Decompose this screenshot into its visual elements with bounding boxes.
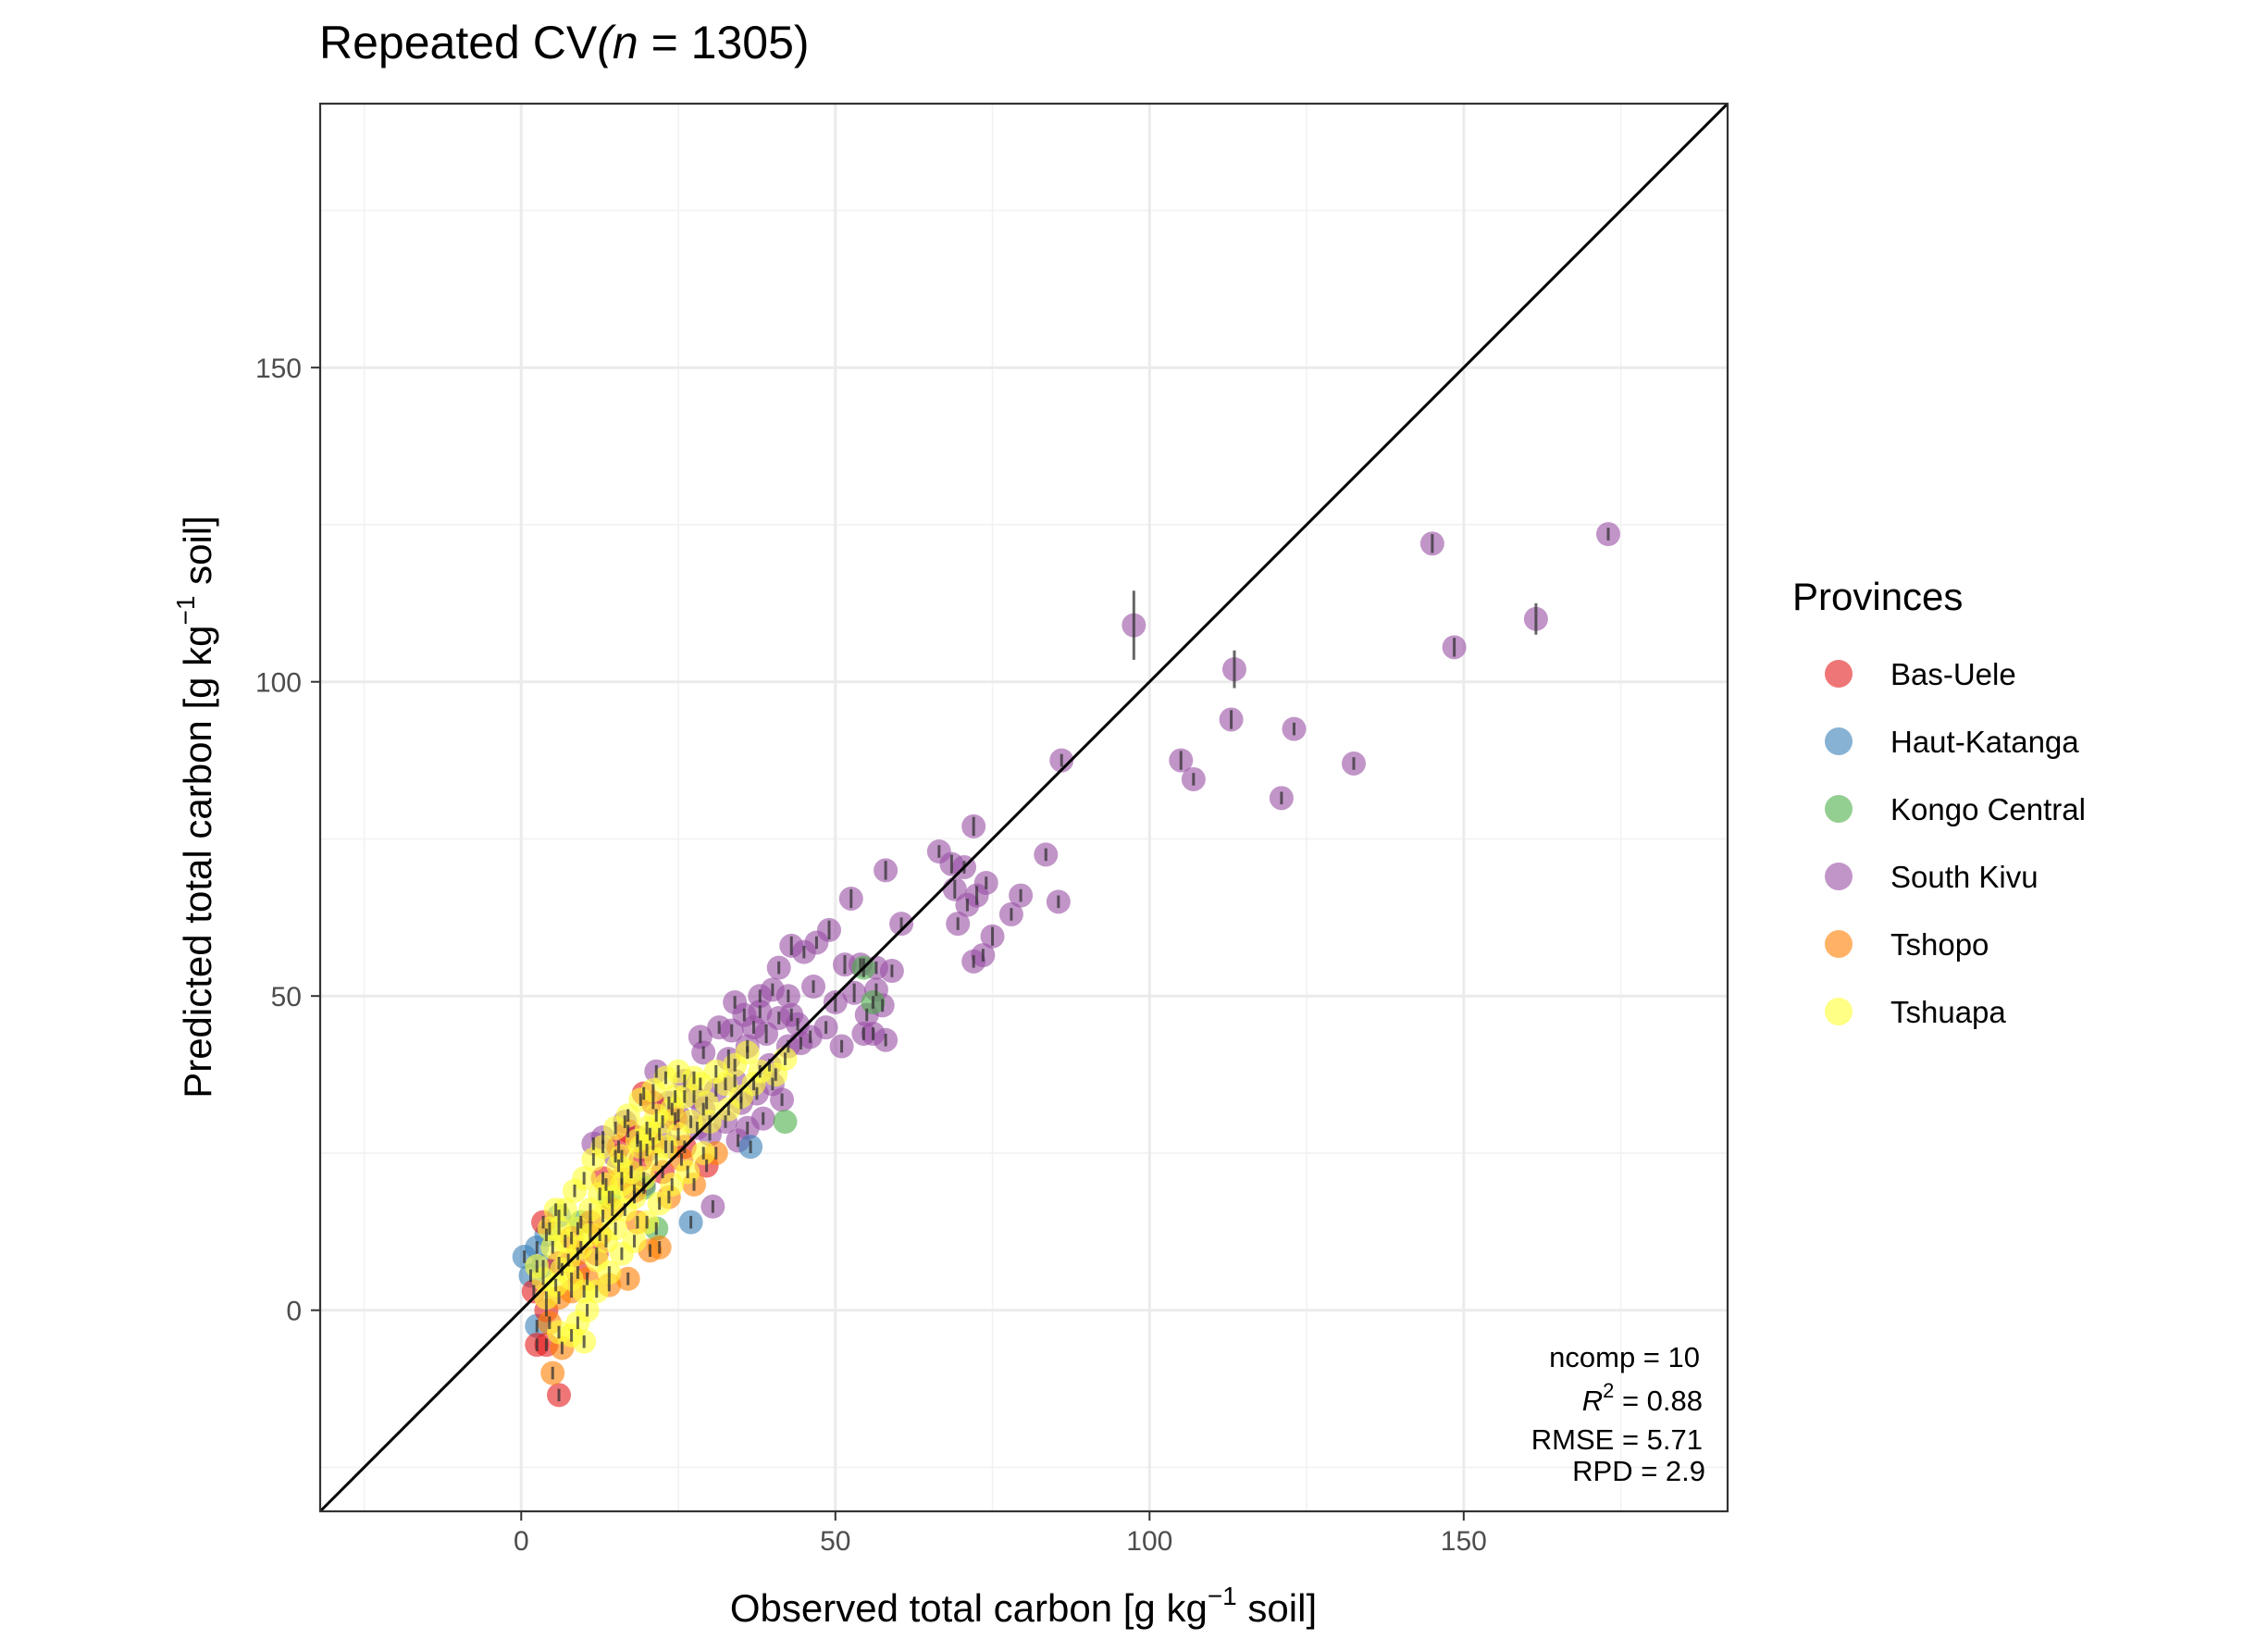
y-axis: 0 50 100 150 bbox=[255, 354, 320, 1327]
legend-label-bas-uele: Bas-Uele bbox=[1890, 657, 2016, 691]
stats-rmse: RMSE = 5.71 bbox=[1531, 1423, 1703, 1456]
panel-border bbox=[318, 102, 1729, 1513]
grid-major bbox=[320, 104, 1728, 1511]
y-axis-title-main: Predicted total carbon [g kg bbox=[176, 625, 219, 1098]
x-axis-title-end: soil] bbox=[1237, 1586, 1317, 1630]
legend-key-tshuapa bbox=[1825, 998, 1853, 1025]
title-n-value: = 1305) bbox=[638, 17, 810, 68]
x-axis: 0 50 100 150 bbox=[514, 1511, 1487, 1557]
y-tick-label: 100 bbox=[255, 668, 302, 699]
legend-title: Provinces bbox=[1792, 575, 1963, 618]
stats-rpd: RPD = 2.9 bbox=[1572, 1455, 1705, 1487]
stats-r2-sup: 2 bbox=[1603, 1379, 1614, 1402]
title-n-symbol: n bbox=[613, 17, 638, 68]
x-tick-label: 100 bbox=[1126, 1526, 1172, 1557]
stats-r2-value: = 0.88 bbox=[1614, 1385, 1703, 1417]
legend-key-kongo-central bbox=[1825, 795, 1853, 823]
y-axis-title-end: soil] bbox=[176, 515, 219, 595]
legend-key-haut-katanga bbox=[1825, 727, 1853, 755]
x-tick-label: 50 bbox=[820, 1526, 850, 1557]
y-tick-label: 0 bbox=[286, 1297, 302, 1327]
x-axis-title-main: Observed total carbon [g kg bbox=[730, 1586, 1208, 1630]
legend-label-south-kivu: South Kivu bbox=[1890, 860, 2039, 894]
data-point-kongo-central bbox=[773, 1110, 798, 1135]
legend-label-tshuapa: Tshuapa bbox=[1890, 995, 2006, 1029]
y-axis-title-sup: −1 bbox=[171, 596, 200, 626]
stats-r2-symbol: R bbox=[1582, 1385, 1603, 1417]
legend-label-haut-katanga: Haut-Katanga bbox=[1890, 725, 2079, 759]
chart-title: Repeated CV(n = 1305) bbox=[319, 17, 810, 68]
legend-label-tshopo: Tshopo bbox=[1890, 927, 1989, 962]
legend: Provinces Bas-Uele Haut-Katanga Kongo Cent… bbox=[1792, 575, 2086, 1029]
y-tick-label: 150 bbox=[255, 354, 302, 384]
stats-ncomp: ncomp = 10 bbox=[1549, 1341, 1700, 1373]
legend-items: Bas-Uele Haut-Katanga Kongo Central South K… bbox=[1825, 657, 2086, 1029]
legend-label-kongo-central: Kongo Central bbox=[1890, 792, 2086, 826]
legend-key-south-kivu bbox=[1825, 863, 1853, 890]
x-axis-title-sup: −1 bbox=[1208, 1582, 1237, 1610]
title-prefix: Repeated CV bbox=[319, 17, 598, 68]
stats-annotation: ncomp = 10 R2 = 0.88 RMSE = 5.71 RPD = 2… bbox=[1531, 1341, 1705, 1487]
identity-line bbox=[318, 102, 1729, 1513]
x-tick-label: 0 bbox=[514, 1526, 529, 1557]
y-tick-label: 50 bbox=[271, 982, 302, 1012]
x-tick-label: 150 bbox=[1441, 1526, 1487, 1557]
errorbar-layer bbox=[523, 528, 1610, 1402]
stats-r2: R2 = 0.88 bbox=[1582, 1379, 1703, 1417]
title-open-paren: ( bbox=[597, 17, 616, 68]
y-axis-title: Predicted total carbon [g kg−1 soil] bbox=[171, 515, 219, 1099]
legend-key-bas-uele bbox=[1825, 660, 1853, 688]
x-axis-title: Observed total carbon [g kg−1 soil] bbox=[730, 1582, 1317, 1630]
grid-minor bbox=[320, 104, 1728, 1511]
legend-key-tshopo bbox=[1825, 930, 1853, 958]
plot-panel bbox=[318, 102, 1729, 1513]
